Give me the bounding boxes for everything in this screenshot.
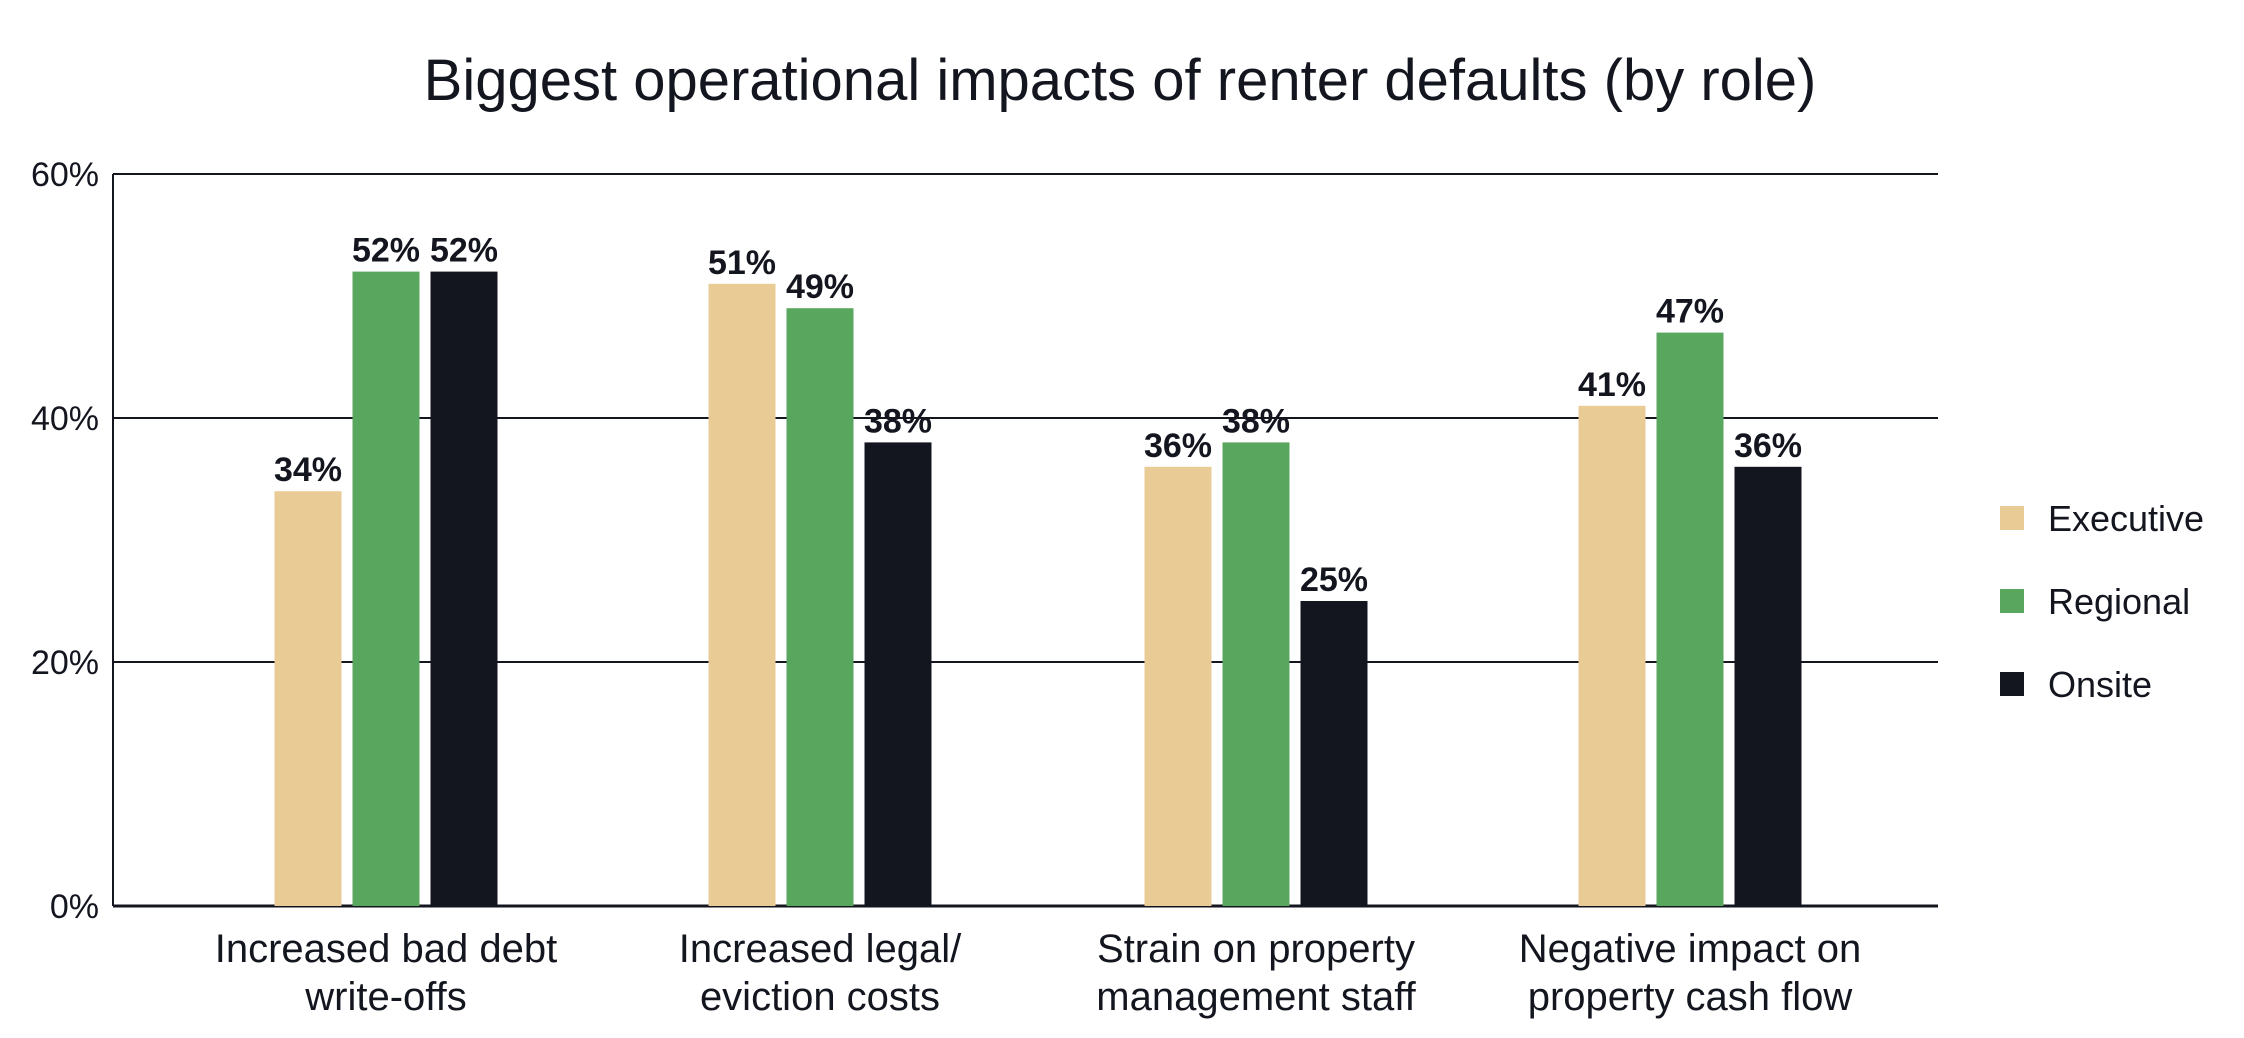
value-label: 25% xyxy=(1300,561,1368,599)
legend-swatch-executive xyxy=(2000,506,2024,530)
value-label: 47% xyxy=(1656,293,1724,331)
category-label: property cash flow xyxy=(1528,975,1853,1019)
bar-onsite xyxy=(1300,601,1368,906)
category-label: Negative impact on xyxy=(1519,927,1861,971)
category-label: management staff xyxy=(1096,975,1416,1019)
y-tick-label: 20% xyxy=(31,644,99,682)
value-label: 36% xyxy=(1734,427,1802,465)
value-label: 36% xyxy=(1144,427,1212,465)
category-label: write-offs xyxy=(304,975,467,1019)
legend: Executive Regional Onsite xyxy=(2000,498,2204,705)
bar-onsite xyxy=(430,271,498,907)
bar-executive xyxy=(274,491,342,906)
bar-executive xyxy=(708,283,776,906)
bar-regional xyxy=(1656,332,1724,907)
y-tick-label: 60% xyxy=(31,156,99,194)
legend-swatch-regional xyxy=(2000,589,2024,613)
bar-regional xyxy=(352,271,420,907)
value-label: 52% xyxy=(430,232,498,270)
bar-onsite xyxy=(1734,466,1802,906)
bar-onsite xyxy=(864,442,932,906)
bar-executive xyxy=(1144,466,1212,906)
value-label: 41% xyxy=(1578,366,1646,404)
legend-label-onsite: Onsite xyxy=(2048,664,2152,705)
bar-regional xyxy=(786,308,854,906)
bars xyxy=(274,271,1802,907)
category-label: Increased legal/ xyxy=(679,927,962,971)
category-label: Strain on property xyxy=(1097,927,1415,971)
bar-executive xyxy=(1578,405,1646,906)
chart-title: Biggest operational impacts of renter de… xyxy=(424,48,1817,113)
value-label: 38% xyxy=(1222,402,1290,440)
category-label: eviction costs xyxy=(700,975,940,1019)
legend-label-regional: Regional xyxy=(2048,581,2190,622)
value-label: 52% xyxy=(352,232,420,270)
value-label: 38% xyxy=(864,402,932,440)
value-label: 49% xyxy=(786,268,854,306)
value-label: 51% xyxy=(708,244,776,282)
legend-swatch-onsite xyxy=(2000,672,2024,696)
value-labels: 34% 51% 36% 41% 52% 49% 38% 47% 52% 38% 25% 36% xyxy=(274,232,1802,599)
legend-label-executive: Executive xyxy=(2048,498,2204,539)
y-tick-label: 0% xyxy=(50,888,99,926)
y-axis-ticks: 0% 20% 40% 60% xyxy=(31,156,99,926)
bar-regional xyxy=(1222,442,1290,906)
y-tick-label: 40% xyxy=(31,400,99,438)
category-label: Increased bad debt xyxy=(215,927,557,971)
value-label: 34% xyxy=(274,451,342,489)
